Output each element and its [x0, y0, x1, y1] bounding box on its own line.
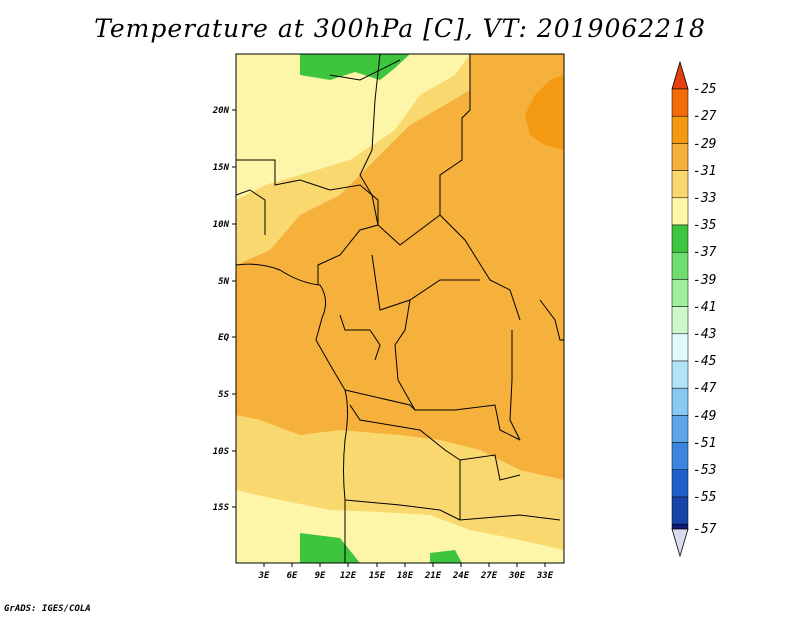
- colorbar-label-m47: -47: [693, 381, 717, 396]
- map-title: Temperature at 300hPa [C], VT: 201906221…: [94, 14, 706, 43]
- axis-ticks: [232, 109, 546, 567]
- colorbar-segment-4: [671, 170, 689, 199]
- lon-tick-3e: 3E: [258, 571, 270, 581]
- colorbar-segment-2: [671, 115, 689, 144]
- temperature-field: [236, 54, 564, 563]
- lon-tick-15e: 15E: [369, 571, 386, 581]
- colorbar-label-m55: -55: [693, 490, 717, 505]
- country-borders: [236, 54, 564, 563]
- colorbar-label-m27: -27: [693, 109, 717, 124]
- field-band-m33-north: [236, 54, 470, 200]
- lat-tick-5n: 5N: [218, 277, 229, 287]
- colorbar-label-m41: -41: [693, 300, 716, 315]
- lon-tick-9e: 9E: [315, 571, 326, 581]
- colorbar-label-m33: -33: [693, 191, 716, 206]
- colorbar-segment-1: [671, 88, 689, 117]
- colorbar-label-m37: -37: [693, 245, 717, 260]
- colorbar-label-m35: -35: [693, 218, 717, 233]
- lon-tick-30e: 30E: [508, 571, 526, 581]
- colorbar-label-m43: -43: [693, 327, 716, 342]
- colorbar-label-m31: -31: [693, 164, 716, 179]
- lat-tick-15n: 15N: [213, 163, 230, 173]
- field-band-m27-east: [525, 75, 564, 150]
- lat-tick-15s: 15S: [213, 503, 230, 513]
- lat-tick-10s: 10S: [213, 447, 230, 457]
- colorbar-segment-9: [671, 306, 689, 335]
- field-band-m35-south-east: [430, 550, 462, 563]
- lon-tick-33e: 33E: [536, 571, 554, 581]
- colorbar-bottom-triangle: [671, 528, 689, 558]
- colorbar-segment-15: [671, 469, 689, 498]
- colorbar-label-m45: -45: [693, 354, 717, 369]
- colorbar-segment-10: [671, 333, 689, 362]
- lon-tick-21e: 21E: [424, 571, 442, 581]
- lon-tick-24e: 24E: [452, 571, 470, 581]
- colorbar-labels: -25 -27 -29 -31 -33 -35 -37 -39 -41 -43 …: [693, 82, 717, 537]
- colorbar-label-m39: -39: [693, 273, 716, 288]
- lat-tick-5s: 5S: [218, 390, 229, 400]
- map-frame: [235, 53, 565, 564]
- colorbar-label-m57: -57: [693, 522, 717, 537]
- colorbar-label-m51: -51: [693, 436, 716, 451]
- lat-tick-20n: 20N: [212, 106, 230, 116]
- colorbar-label-m53: -53: [693, 463, 716, 478]
- colorbar-segment-13: [671, 415, 689, 443]
- colorbar-segment-7: [671, 251, 689, 280]
- colorbar-segment-16: [671, 496, 689, 525]
- colorbar-label-m25: -25: [693, 82, 717, 97]
- colorbar-segment-6: [671, 224, 689, 253]
- grads-credit: GrADS: IGES/COLA: [4, 604, 91, 614]
- colorbar: [671, 60, 689, 558]
- lon-tick-6e: 6E: [287, 571, 298, 581]
- field-band-m35-north: [300, 54, 410, 80]
- colorbar-segment-8: [671, 279, 689, 307]
- colorbar-segment-14: [671, 442, 689, 471]
- lat-tick-eq: EQ: [218, 333, 229, 343]
- lon-tick-12e: 12E: [340, 571, 357, 581]
- field-band-m29-central: [236, 54, 564, 480]
- colorbar-segment-11: [671, 360, 689, 389]
- colorbar-segment-17: [671, 523, 689, 530]
- colorbar-segment-3: [671, 143, 689, 171]
- lon-tick-27e: 27E: [480, 571, 498, 581]
- colorbar-label-m49: -49: [693, 409, 716, 424]
- colorbar-segment-5: [671, 197, 689, 226]
- colorbar-label-m29: -29: [693, 137, 716, 152]
- colorbar-top-triangle: [671, 60, 689, 90]
- colorbar-segment-12: [671, 387, 689, 416]
- lon-tick-18e: 18E: [397, 571, 414, 581]
- lat-tick-10n: 10N: [213, 220, 230, 230]
